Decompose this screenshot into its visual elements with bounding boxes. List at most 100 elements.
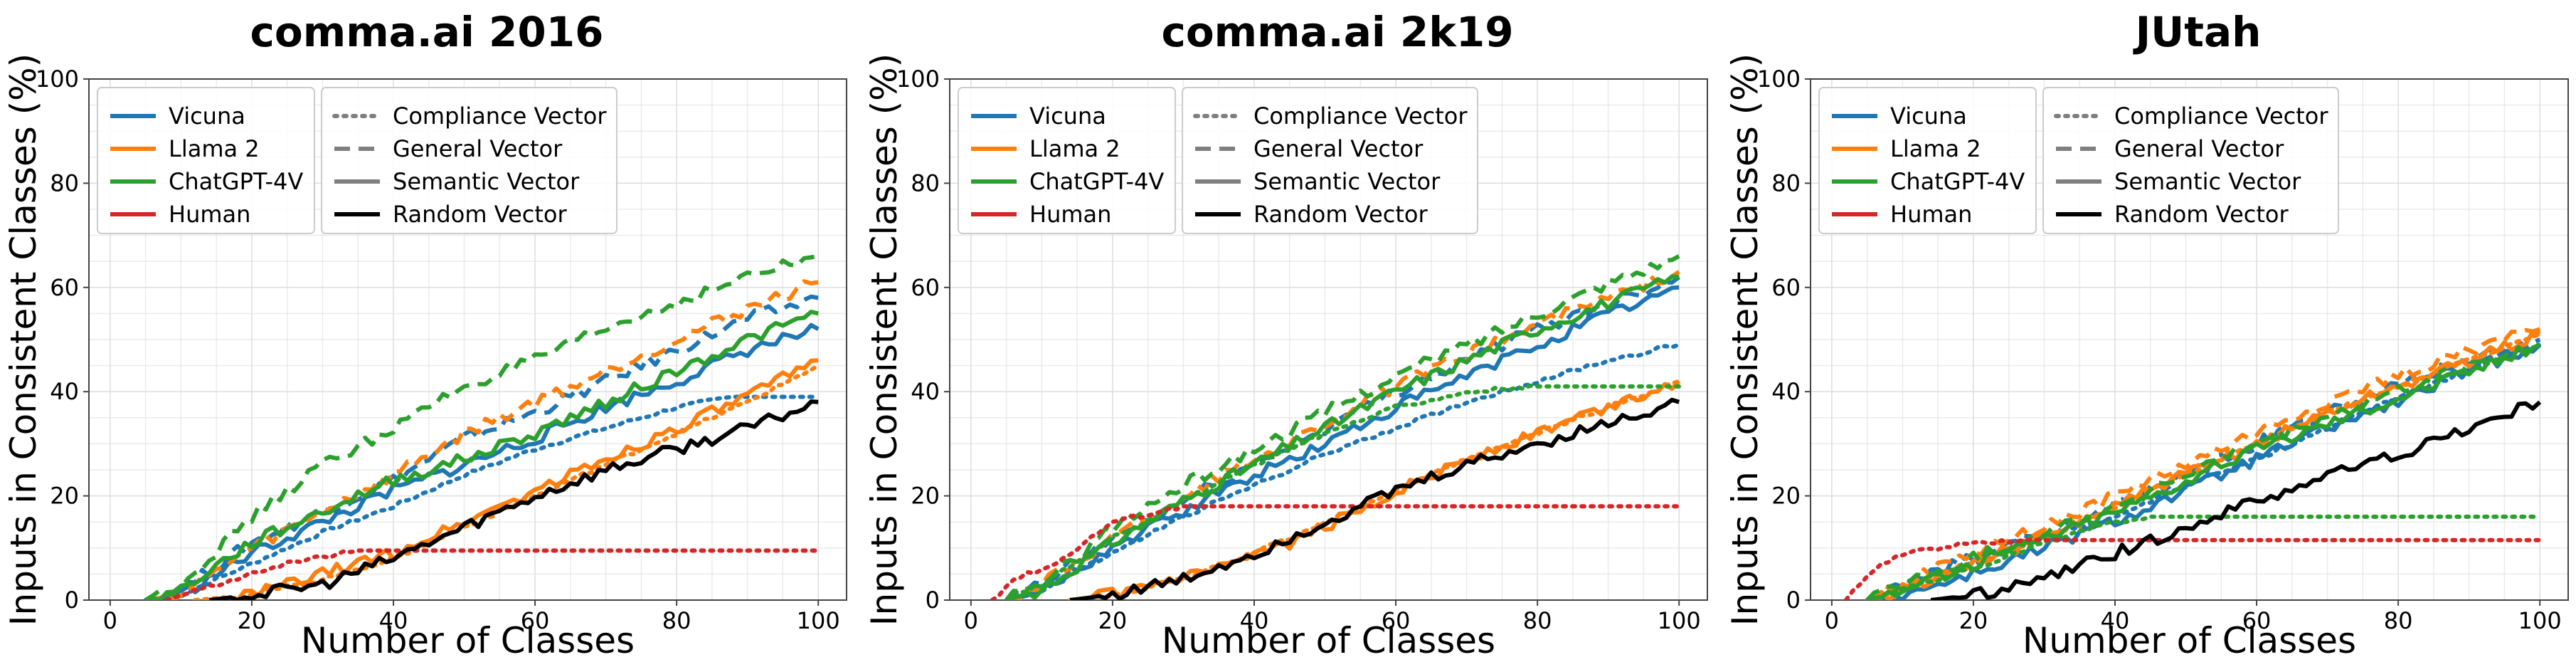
y-tick-label: 20 — [50, 483, 79, 510]
series-line-none-random-vector — [1069, 397, 1680, 600]
x-axis-label: Number of Classes — [301, 620, 635, 661]
series-line-human-compliance-vector — [1843, 537, 2543, 600]
chart-panel-1: comma.ai 2016 0 20 40 60 80 100 0 20 40 60 80 100 Num… — [3, 8, 847, 661]
y-tick-label: 0 — [926, 587, 940, 614]
legend: Vicuna Llama 2 ChatGPT-4V Human Compliance V… — [97, 87, 618, 234]
series-line-chatgpt-4v-semantic-vector — [1866, 342, 2541, 600]
legend-label: Llama 2 — [1890, 135, 1981, 162]
x-tick-label: 40 — [1240, 607, 1269, 634]
x-tick-label: 0 — [103, 607, 117, 634]
y-tick-label: 100 — [896, 65, 940, 93]
legend-label: Random Vector — [2114, 201, 2289, 228]
y-tick-label: 80 — [911, 169, 940, 196]
y-tick-label: 60 — [1771, 274, 1801, 301]
x-tick-label: 100 — [1658, 607, 1701, 634]
series-line-chatgpt-4v-general-vector — [1005, 254, 1680, 600]
legend: Vicuna Llama 2 ChatGPT-4V Human Compliance V… — [1818, 87, 2339, 234]
chart-title: JUtah — [2133, 8, 2262, 56]
series-line-llama-2-general-vector — [1867, 327, 2541, 600]
x-tick-label: 20 — [1959, 607, 1988, 634]
x-axis-label: Number of Classes — [2023, 620, 2356, 661]
legend-label: Compliance Vector — [1253, 103, 1468, 130]
x-tick-label: 80 — [2384, 607, 2413, 634]
plot-frame — [949, 78, 1708, 601]
y-axis-label: Inputs in Consistent Classes (%) — [864, 53, 905, 626]
series-line-vicuna-compliance-vector — [143, 394, 821, 600]
series-line-vicuna-general-vector — [1005, 275, 1681, 600]
series-line-human-compliance-vector — [990, 504, 1682, 600]
series-line-chatgpt-4v-semantic-vector — [144, 310, 819, 600]
series-line-llama-2-compliance-vector — [193, 363, 821, 600]
plot-frame — [1810, 78, 2569, 601]
legend-label: ChatGPT-4V — [169, 168, 303, 195]
legend-vectors-box — [2042, 87, 2339, 234]
legend-label: Random Vector — [1253, 201, 1428, 228]
series-line-none-random-vector — [208, 399, 819, 600]
legend-models-box — [97, 87, 315, 234]
y-tick-label: 100 — [36, 65, 79, 93]
legend-vectors-box — [321, 87, 618, 234]
legend-label: Vicuna — [1029, 103, 1106, 130]
legend-label: Human — [1029, 201, 1111, 228]
y-tick-label: 80 — [1771, 169, 1801, 196]
legend-label: Human — [1890, 201, 1972, 228]
x-tick-label: 60 — [1382, 607, 1411, 634]
chart-panel-2: comma.ai 2k19 0 20 40 60 80 100 0 20 40 60 80 100 Num… — [864, 8, 1708, 661]
legend-label: General Vector — [2114, 135, 2284, 162]
chart-title: comma.ai 2k19 — [1161, 8, 1513, 56]
chart-panel-3: JUtah 0 20 40 60 80 100 0 20 40 60 80 100 Number of C… — [1724, 8, 2569, 661]
x-axis-label: Number of Classes — [1162, 620, 1495, 661]
series-group — [990, 254, 1682, 600]
legend-vectors-box — [1182, 87, 1478, 234]
x-tick-label: 100 — [797, 607, 840, 634]
x-tick-label: 80 — [1523, 607, 1552, 634]
y-tick-label: 60 — [911, 274, 940, 301]
y-tick-label: 40 — [50, 378, 79, 405]
x-tick-label: 20 — [238, 607, 267, 634]
series-line-vicuna-compliance-vector — [1004, 342, 1682, 600]
y-tick-label: 0 — [1786, 587, 1801, 614]
series-line-llama-2-compliance-vector — [1865, 332, 2543, 600]
y-tick-label: 0 — [65, 587, 79, 614]
y-tick-label: 40 — [1771, 378, 1801, 405]
y-axis-label: Inputs in Consistent Classes (%) — [3, 53, 44, 626]
x-tick-label: 40 — [2101, 607, 2130, 634]
series-line-llama-2-semantic-vector — [208, 358, 819, 600]
series-line-vicuna-semantic-vector — [145, 322, 820, 600]
series-line-chatgpt-4v-semantic-vector — [1005, 274, 1680, 600]
x-tick-label: 40 — [379, 607, 408, 634]
series-line-chatgpt-4v-compliance-vector — [1004, 383, 1682, 600]
x-tick-label: 60 — [521, 607, 550, 634]
legend: Vicuna Llama 2 ChatGPT-4V Human Compliance V… — [958, 87, 1478, 234]
series-line-chatgpt-4v-general-vector — [1865, 342, 2540, 600]
y-tick-label: 20 — [1771, 483, 1801, 510]
series-group — [1843, 327, 2543, 600]
x-tick-label: 80 — [662, 607, 691, 634]
legend-label: Llama 2 — [1029, 135, 1120, 162]
series-line-llama-2-general-vector — [1005, 270, 1680, 600]
legend-label: Random Vector — [393, 201, 567, 228]
y-tick-label: 20 — [911, 483, 940, 510]
series-line-llama-2-compliance-vector — [1068, 379, 1682, 600]
legend-label: Llama 2 — [169, 135, 260, 162]
legend-label: Compliance Vector — [2114, 103, 2328, 130]
plot-frame — [88, 78, 847, 601]
y-axis-label: Inputs in Consistent Classes (%) — [1724, 53, 1766, 626]
y-tick-label: 100 — [1757, 65, 1801, 93]
series-line-chatgpt-4v-general-vector — [144, 253, 819, 600]
series-line-vicuna-semantic-vector — [1867, 343, 2542, 600]
x-tick-label: 0 — [1825, 607, 1839, 634]
legend-models-box — [958, 87, 1176, 234]
series-line-human-compliance-vector — [164, 548, 821, 600]
y-tick-label: 80 — [50, 169, 79, 196]
series-line-none-random-vector — [1930, 400, 2542, 600]
chart-title: comma.ai 2016 — [250, 8, 604, 56]
series-group — [143, 253, 821, 600]
x-tick-label: 100 — [2518, 607, 2562, 634]
legend-label: Vicuna — [169, 103, 245, 130]
y-tick-label: 40 — [911, 378, 940, 405]
legend-label: Semantic Vector — [1253, 168, 1441, 195]
legend-label: Semantic Vector — [2114, 168, 2301, 195]
series-line-vicuna-general-vector — [144, 294, 819, 600]
